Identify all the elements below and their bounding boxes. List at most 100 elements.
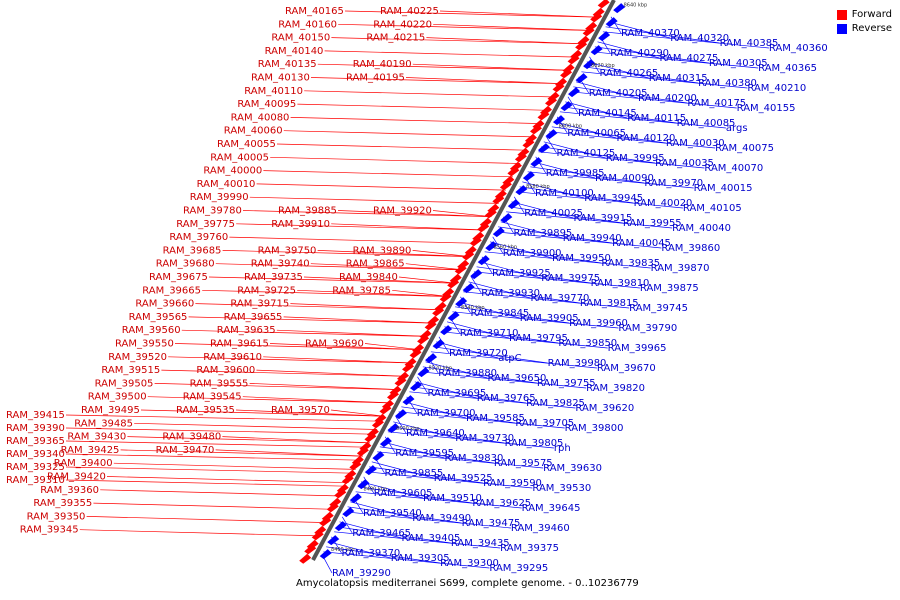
forward-gene-label: RAM_39690 [305, 339, 364, 350]
reverse-gene-label: RAM_39595 [395, 448, 454, 459]
reverse-connector [414, 381, 477, 399]
reverse-gene-label: RAM_39645 [522, 503, 581, 514]
reverse-gene-label: RAM_40090 [595, 173, 654, 184]
forward-gene-label: RAM_39350 [27, 511, 86, 522]
axis-tick-labels: 8460 kbp 8480 kbp 8500 kbp 8520 kbp 8540 kbp… [331, 2, 647, 552]
forward-gene-feature [570, 49, 583, 60]
reverse-gene-label: RAM_39795 [509, 333, 568, 344]
forward-gene-feature [472, 231, 485, 242]
reverse-gene-label: RAM_39830 [445, 453, 504, 464]
forward-connector [392, 289, 449, 297]
reverse-gene-label: RAM_39755 [537, 378, 596, 389]
reverse-gene-label: RAM_39900 [503, 248, 562, 259]
forward-gene-feature [321, 511, 334, 522]
forward-connector [65, 414, 382, 422]
reverse-gene-label: RAM_40210 [747, 83, 806, 94]
forward-gene-feature [487, 203, 500, 214]
reverse-gene-label: RAM_40030 [666, 138, 725, 149]
reverse-gene-label: RAM_39825 [526, 398, 585, 409]
legend-reverse: Reverse [836, 22, 892, 36]
reverse-connector [567, 96, 579, 114]
reverse-gene-feature [530, 157, 543, 168]
forward-gene-label: RAM_40005 [210, 152, 269, 163]
reverse-connector [597, 41, 660, 59]
forward-connector [106, 476, 349, 484]
reverse-gene-label: RAM_40085 [677, 118, 736, 129]
reverse-connector [422, 366, 537, 384]
forward-connector [331, 223, 485, 231]
reverse-connector [403, 401, 467, 419]
reverse-gene-label: RAM_40045 [612, 238, 671, 249]
reverse-gene-label: RAM_39705 [515, 418, 574, 429]
forward-connector [188, 316, 435, 324]
reverse-gene-feature [357, 479, 370, 490]
reverse-gene-label: RAM_39585 [466, 413, 525, 424]
reverse-gene-feature [522, 171, 535, 182]
reverse-connector [452, 311, 619, 329]
forward-connector [113, 462, 356, 470]
forward-gene-labels: RAM_40165 RAM_40225 RAM_40160 RAM_40220 RAM_… [6, 6, 439, 536]
reverse-gene-label: RAM_39720 [449, 348, 508, 359]
reverse-gene-feature [455, 297, 468, 308]
reverse-connector [468, 281, 531, 299]
reverse-gene-feature [379, 437, 392, 448]
forward-connector [242, 396, 392, 404]
reverse-gene-label: RAM_39860 [661, 243, 720, 254]
reverse-connector [476, 266, 591, 284]
forward-connector [324, 50, 578, 58]
forward-connector [256, 183, 506, 191]
reverse-connector [401, 406, 516, 424]
reverse-connector [360, 481, 424, 499]
forward-gene-feature [374, 413, 387, 424]
forward-connector [303, 276, 456, 284]
reverse-gene-label: RAM_40115 [627, 113, 686, 124]
forward-gene-feature [419, 329, 432, 340]
reverse-connector [575, 81, 639, 99]
forward-connector [100, 489, 342, 497]
forward-gene-label: RAM_40080 [231, 112, 290, 123]
forward-gene-feature [502, 175, 515, 186]
reverse-connector [355, 491, 522, 509]
reverse-gene-label: RAM_39405 [402, 533, 461, 544]
reverse-gene-label: RAM_39995 [606, 153, 665, 164]
axis-tick-label: 8540 kbp [461, 305, 485, 311]
reverse-gene-label: RAM_39670 [597, 363, 656, 374]
reverse-gene-label: RAM_40360 [769, 43, 828, 54]
reverse-gene-label: RAM_39835 [601, 258, 660, 269]
forward-connector [236, 223, 485, 231]
forward-connector [120, 449, 363, 457]
forward-gene-label: RAM_39610 [203, 352, 262, 363]
reverse-gene-label: RAM_40200 [638, 93, 697, 104]
reverse-gene-label: RAM_39915 [574, 213, 633, 224]
reverse-gene-feature [485, 241, 498, 252]
forward-gene-feature [585, 21, 598, 32]
reverse-connector [417, 376, 428, 394]
forward-gene-feature [562, 63, 575, 74]
reverse-gene-label: rph [554, 443, 571, 454]
axis-tick-label: 8580 kbp [526, 184, 550, 190]
forward-connector [297, 103, 549, 111]
forward-gene-label: RAM_40110 [244, 86, 303, 97]
reverse-gene-label: RAM_39770 [531, 293, 590, 304]
forward-gene-label: RAM_39485 [74, 418, 133, 429]
forward-gene-label: RAM_40135 [258, 59, 317, 70]
reverse-gene-feature [613, 3, 626, 14]
forward-gene-feature [517, 147, 530, 158]
genome-axis [311, 0, 616, 561]
forward-gene-label: RAM_39515 [101, 365, 160, 376]
reverse-gene-label: RAM_39960 [569, 318, 628, 329]
axis-tick-label: 8480 kbp [364, 486, 388, 492]
forward-connector [215, 263, 463, 271]
forward-connector [276, 329, 428, 337]
reverse-gene-feature [552, 115, 565, 126]
reverse-gene-feature [545, 129, 558, 140]
reverse-gene-label: RAM_39620 [575, 403, 634, 414]
forward-gene-feature [427, 315, 440, 326]
reverse-gene-label: RAM_39460 [511, 523, 570, 534]
forward-gene-feature [351, 455, 364, 466]
axis-tick-label: 8640 kbp [624, 2, 648, 8]
forward-gene-feature [306, 539, 319, 550]
reverse-gene-label: RAM_39940 [563, 233, 622, 244]
forward-connector [174, 343, 421, 351]
forward-connector [222, 250, 471, 257]
